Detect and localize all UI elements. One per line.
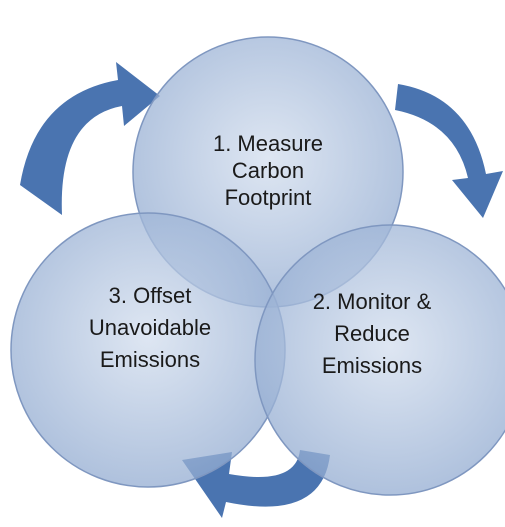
label-line: Emissions (322, 353, 422, 378)
circle-monitor (254, 224, 505, 496)
arrow-top-right (395, 84, 503, 218)
label-line: Reduce (334, 321, 410, 346)
label-monitor: 2. Monitor & Reduce Emissions (313, 289, 432, 378)
label-line: 3. Offset (109, 283, 192, 308)
label-measure: 1. Measure Carbon Footprint (213, 131, 323, 210)
arrow-top-left (20, 62, 160, 215)
label-line: 1. Measure (213, 131, 323, 156)
label-line: Unavoidable (89, 315, 211, 340)
label-offset: 3. Offset Unavoidable Emissions (89, 283, 211, 372)
label-line: Emissions (100, 347, 200, 372)
label-line: Footprint (225, 185, 312, 210)
label-line: Carbon (232, 158, 304, 183)
label-line: 2. Monitor & (313, 289, 432, 314)
